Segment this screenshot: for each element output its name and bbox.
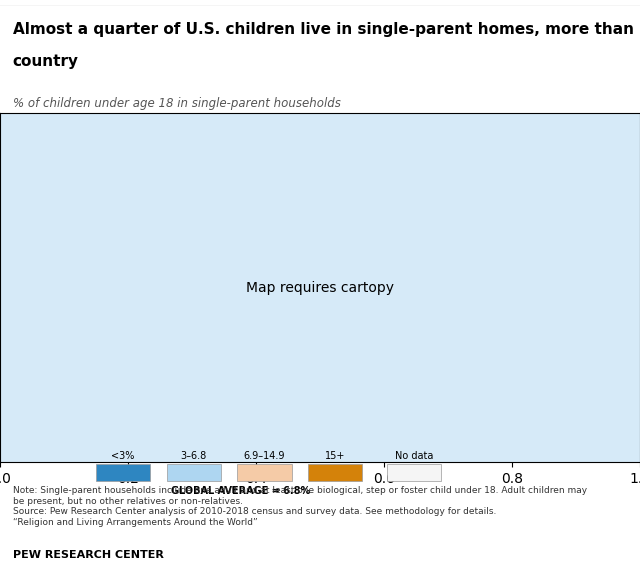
Text: <3%: <3% (111, 451, 135, 461)
Text: Almost a quarter of U.S. children live in single-parent homes, more than in any : Almost a quarter of U.S. children live i… (13, 21, 640, 37)
FancyBboxPatch shape (166, 464, 221, 481)
Text: 15+: 15+ (325, 451, 346, 461)
FancyBboxPatch shape (96, 464, 150, 481)
Text: % of children under age 18 in single-parent households: % of children under age 18 in single-par… (13, 96, 340, 110)
FancyBboxPatch shape (308, 464, 362, 481)
Text: 6.9–14.9: 6.9–14.9 (244, 451, 285, 461)
Text: country: country (13, 54, 79, 69)
Text: GLOBAL AVERAGE = 6.8%: GLOBAL AVERAGE = 6.8% (171, 486, 310, 496)
FancyBboxPatch shape (387, 464, 442, 481)
Text: 3–6.8: 3–6.8 (180, 451, 207, 461)
Text: No data: No data (395, 451, 433, 461)
FancyBboxPatch shape (237, 464, 292, 481)
Text: Note: Single-parent households include one adult and at least one biological, st: Note: Single-parent households include o… (13, 486, 587, 527)
Text: Map requires cartopy: Map requires cartopy (246, 281, 394, 294)
Text: PEW RESEARCH CENTER: PEW RESEARCH CENTER (13, 550, 164, 560)
